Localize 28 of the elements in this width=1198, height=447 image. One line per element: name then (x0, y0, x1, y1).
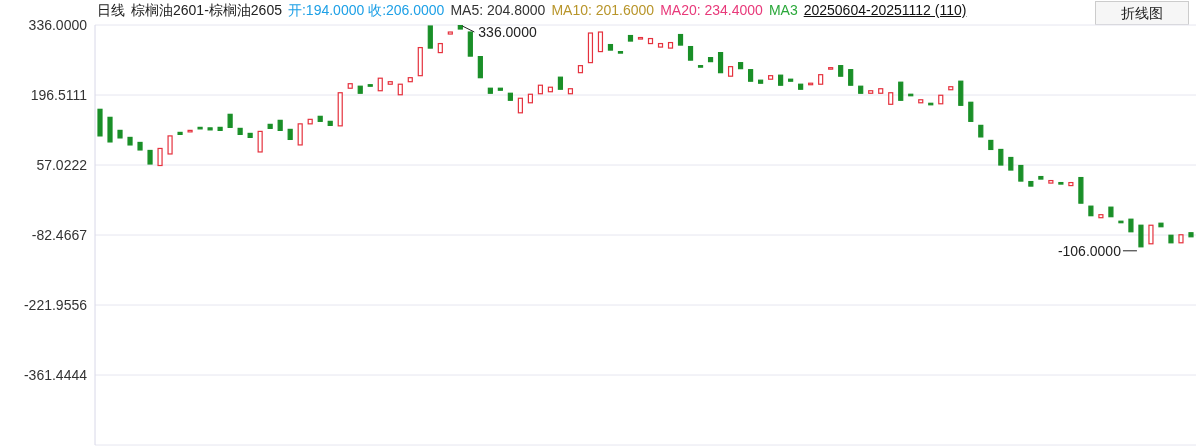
text: MA5: 204.8000 (450, 2, 546, 20)
text: 20250604-20251112 (110) (803, 2, 967, 20)
text: MA10: 201.6000 (551, 2, 655, 20)
candlestick (968, 101, 974, 122)
annotation: 336.0000 (478, 24, 537, 40)
candlestick (477, 56, 483, 79)
y-tick-label: -361.4444 (23, 366, 88, 383)
candlestick (1138, 224, 1144, 248)
y-tick-label: 57.0222 (36, 156, 88, 173)
candlestick (717, 52, 724, 74)
y-tick-label: 196.5111 (30, 86, 88, 103)
candlestick (257, 130, 263, 153)
text: 开:194.0000 收:206.0000 (287, 2, 445, 20)
candlestick (898, 81, 904, 101)
candlestick (427, 25, 433, 49)
candlestick (1148, 224, 1154, 245)
chart-subtitle: 棕榈油2601-棕榈油2605 (131, 2, 282, 20)
annotation: -106.0000 (1057, 242, 1122, 259)
candlestick (597, 31, 604, 53)
chart-title: 日线 (97, 2, 125, 20)
candlestick (297, 123, 303, 146)
chart-toggle-button: 折线图 (1095, 1, 1189, 25)
text: MA3 (768, 2, 798, 20)
y-tick-label: -221.9556 (23, 296, 88, 313)
y-tick-label: 336.0000 (28, 16, 88, 33)
candlestick (167, 135, 173, 155)
text: MA20: 234.4000 (660, 2, 763, 20)
y-tick-label: -82.4667 (31, 226, 88, 243)
